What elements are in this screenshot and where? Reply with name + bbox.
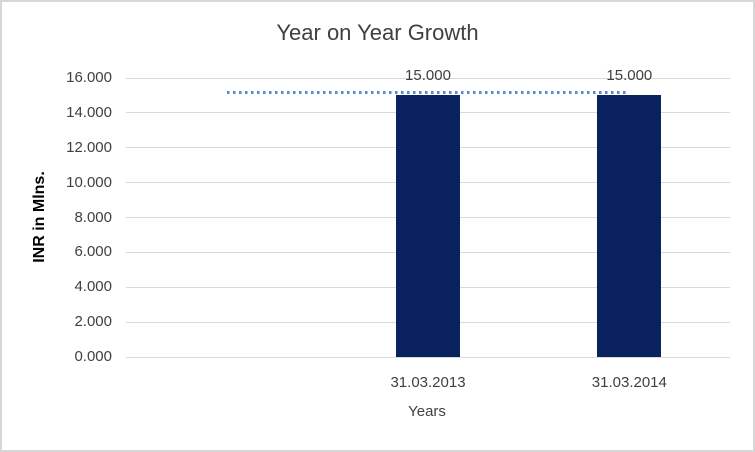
dotted-target-line [226, 91, 630, 94]
y-tick-label: 8.000 [74, 208, 112, 226]
y-tick-label: 16.000 [66, 69, 112, 86]
x-axis-title: Years [408, 403, 446, 420]
y-tick-label: 2.000 [74, 313, 112, 331]
y-tick-label: 4.000 [74, 278, 112, 296]
column-bar [396, 95, 460, 357]
x-tick-label: 31.03.2014 [591, 374, 667, 391]
y-gridline [126, 356, 730, 358]
y-tick-label: 14.000 [66, 103, 112, 121]
x-tick-label: 31.03.2013 [390, 374, 466, 391]
chart-title: Year on Year Growth [276, 20, 479, 45]
bar-data-label: 15.000 [405, 67, 451, 85]
y-tick-label: 10.000 [66, 173, 112, 191]
plot-area: 0.000 2.000 4.000 6.000 8.000 10.000 12.000 14.… [66, 67, 730, 391]
y-tick-label: 6.000 [74, 243, 112, 261]
y-tick-label: 0.000 [74, 348, 112, 365]
column-bar [597, 95, 662, 357]
y-tick-label: 12.000 [66, 138, 112, 156]
bar-data-label: 15.000 [606, 67, 653, 85]
y-gridline [126, 77, 730, 79]
